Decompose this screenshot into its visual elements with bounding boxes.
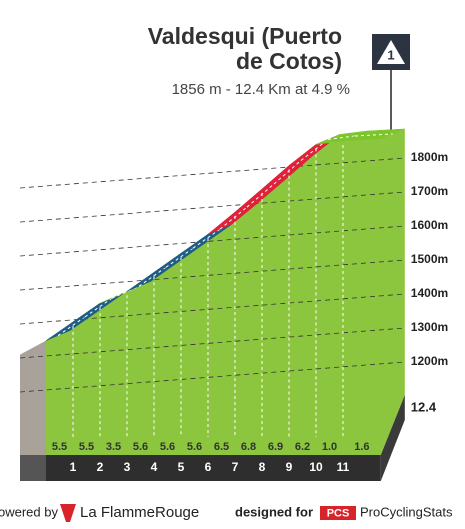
- gradient-label: 3.5: [106, 441, 121, 453]
- plot: 1200m 1300m 1400m 1500m 1600m 1700m 1800m 5.5 5.…: [19, 128, 448, 481]
- footer-powered: owered by: [0, 504, 58, 519]
- gradient-label: 5.6: [160, 441, 175, 453]
- category-triangle: [377, 40, 405, 64]
- footer-brand: La FlammeRouge: [80, 504, 199, 521]
- side-band: [20, 455, 46, 481]
- y-tick-label: 1300m: [411, 320, 448, 334]
- x-tick-label: 1: [70, 460, 77, 474]
- gradient-label: 1.0: [322, 441, 337, 453]
- footer: owered by La FlammeRouge designed for PC…: [0, 504, 453, 522]
- y-tick-label: 1600m: [411, 218, 448, 232]
- x-tick-label: 3: [124, 460, 131, 474]
- gradient-label: 6.8: [241, 441, 256, 453]
- gradient-label: 1.6: [354, 441, 369, 453]
- x-tick-label: 6: [205, 460, 212, 474]
- y-tick-label: 1700m: [411, 184, 448, 198]
- footer-designed: designed for: [235, 504, 313, 519]
- footer-pcs: PCS: [327, 507, 350, 519]
- base-edge: [380, 395, 405, 481]
- x-tick-label: 8: [259, 460, 266, 474]
- profile-face: [46, 128, 405, 455]
- y-tick-label: 1500m: [411, 252, 448, 266]
- y-tick-label: 1400m: [411, 286, 448, 300]
- category-label: 1: [387, 47, 394, 62]
- x-tick-label: 11: [337, 460, 350, 474]
- chart-subtitle: 1856 m - 12.4 Km at 4.9 %: [172, 81, 350, 98]
- side-face: [20, 340, 46, 455]
- chart-title: de Cotos): [236, 48, 342, 74]
- gradient-label: 6.2: [295, 441, 310, 453]
- gradient-label: 6.5: [214, 441, 229, 453]
- brand-logo: [60, 504, 76, 522]
- x-tick-label: 4: [151, 460, 158, 474]
- x-tick-label: 9: [286, 460, 293, 474]
- grid-line: [19, 225, 405, 257]
- x-tick-label: 5: [178, 460, 185, 474]
- grid-line: [19, 191, 405, 223]
- x-tick-label: 12.4: [411, 399, 437, 414]
- strip-dash: [327, 135, 356, 140]
- grid-line: [19, 259, 405, 291]
- grid-line: [19, 157, 405, 189]
- gradient-label: 5.5: [52, 441, 67, 453]
- y-tick-label: 1200m: [411, 354, 448, 368]
- gradient-label: 5.5: [79, 441, 94, 453]
- footer-site: ProCyclingStats: [360, 504, 453, 519]
- x-tick-label: 10: [309, 460, 323, 474]
- distance-band: [46, 455, 381, 481]
- gradient-label: 5.6: [133, 441, 148, 453]
- grid-line: [19, 327, 405, 359]
- strip-dash: [354, 133, 393, 137]
- y-tick-label: 1800m: [411, 150, 448, 164]
- chart-title: Valdesqui (Puerto: [148, 23, 342, 49]
- gradient-label: 5.6: [187, 441, 202, 453]
- gradient-label: 6.9: [268, 441, 283, 453]
- x-tick-label: 2: [97, 460, 104, 474]
- x-tick-label: 7: [232, 460, 239, 474]
- pcs-logo: [320, 506, 356, 520]
- grid-line: [19, 361, 405, 393]
